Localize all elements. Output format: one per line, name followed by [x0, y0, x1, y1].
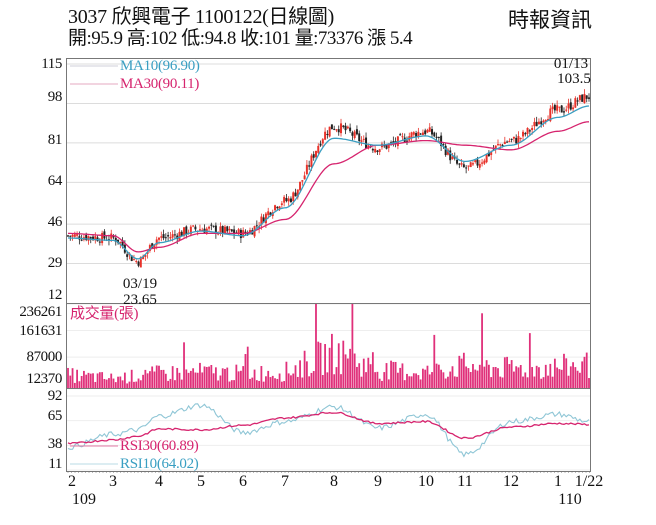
panel-frames [66, 58, 591, 472]
x-tick: 4 [155, 473, 163, 490]
rsi30-line [67, 411, 590, 445]
year-label: 110 [558, 491, 582, 508]
candlesticks [67, 89, 590, 268]
rsi10-line [67, 403, 590, 458]
x-tick: 5 [197, 473, 205, 490]
price-ytick: 115 [41, 56, 62, 72]
x-tick: 1/22 [574, 473, 604, 490]
x-tick: 3 [109, 473, 117, 490]
ma30-legend: MA30(90.11) [120, 76, 200, 92]
price-gridlines [67, 63, 590, 265]
price-ytick: 98 [47, 89, 63, 105]
rsi30-legend: RSI30(60.89) [120, 438, 199, 454]
high-value-annotation: 103.5 [557, 71, 591, 87]
price-ytick: 81 [47, 132, 63, 148]
price-ytick: 12 [47, 287, 63, 303]
x-tick: 7 [281, 473, 289, 490]
high-date-annotation: 01/13 [553, 56, 589, 72]
ma30-line [68, 121, 590, 253]
price-ytick: 29 [47, 255, 63, 271]
x-tick: 12 [503, 473, 519, 490]
x-tick: 9 [374, 473, 382, 490]
brand-label: 時報資訊 [508, 8, 592, 32]
x-axis-ticks [67, 471, 590, 473]
x-tick: 11 [457, 473, 473, 490]
volume-bars [67, 304, 590, 388]
price-ytick: 46 [47, 214, 63, 230]
ma10-legend: MA10(96.90) [120, 58, 200, 74]
low-date-annotation: 03/19 [122, 276, 158, 292]
rsi-gridlines [67, 395, 590, 471]
x-tick: 8 [330, 473, 338, 490]
x-tick: 1 [554, 473, 562, 490]
volume-gridlines [67, 303, 590, 358]
rsi10-legend: RSI10(64.02) [120, 456, 199, 472]
ma10-line [68, 105, 590, 260]
x-tick: 2 [68, 473, 76, 490]
year-label: 109 [72, 491, 96, 508]
ohlc-summary: 開:95.9 高:102 低:94.8 收:101 量:73376 漲 5.4 [68, 28, 413, 49]
volume-ytick: 236261 [19, 304, 62, 320]
low-value-annotation: 23.65 [123, 292, 157, 308]
volume-ytick: 161631 [19, 323, 62, 339]
price-ytick: 64 [47, 173, 63, 189]
chart-title: 3037 欣興電子 1100122(日線圖) [68, 6, 334, 28]
x-tick: 6 [239, 473, 247, 490]
x-tick: 10 [418, 473, 434, 490]
rsi-ytick: 38 [47, 436, 63, 452]
rsi-ytick: 11 [48, 456, 62, 472]
volume-ytick: 12370 [26, 371, 62, 387]
rsi-ytick: 92 [47, 388, 63, 404]
rsi-ytick: 65 [47, 408, 63, 424]
volume-ytick: 87000 [26, 349, 62, 365]
volume-label: 成交量(張) [70, 306, 139, 322]
